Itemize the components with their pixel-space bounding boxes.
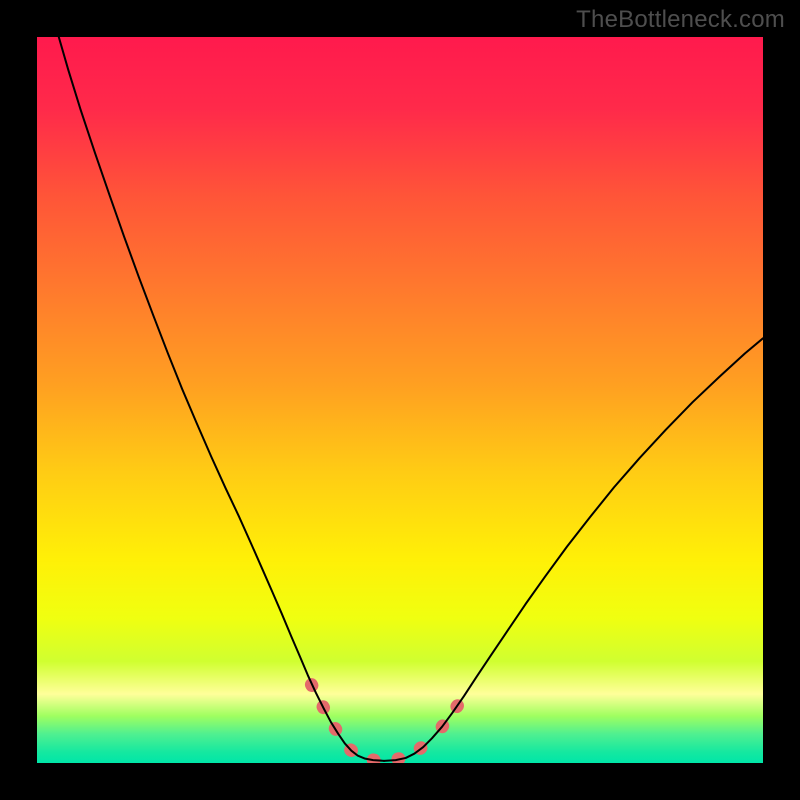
plot-area xyxy=(37,37,763,763)
gradient-background xyxy=(37,37,763,763)
watermark-text: TheBottleneck.com xyxy=(576,6,785,34)
chart-frame: TheBottleneck.com xyxy=(0,0,800,800)
